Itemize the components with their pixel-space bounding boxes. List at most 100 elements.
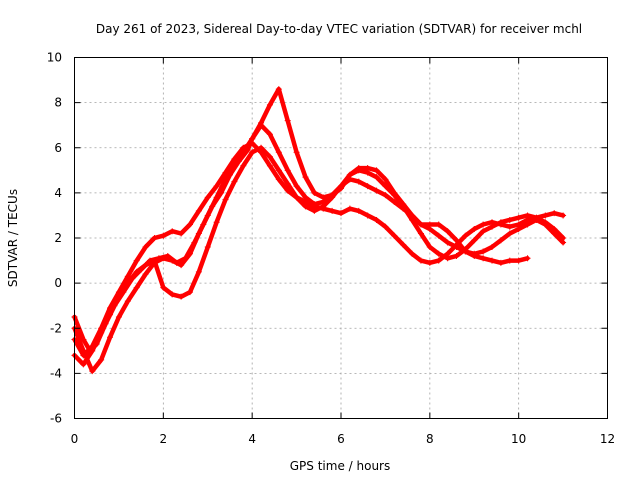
data-point <box>400 201 407 208</box>
data-point <box>506 216 513 223</box>
data-point <box>471 225 478 232</box>
data-point <box>160 284 167 291</box>
data-point <box>169 291 176 298</box>
data-point <box>355 165 362 172</box>
y-tick-label: -2 <box>50 321 62 335</box>
data-point <box>471 253 478 260</box>
data-point <box>275 149 282 156</box>
data-point <box>329 194 336 201</box>
axes: 0 2 4 6 8 10 12 -6 -4 -2 0 2 4 6 8 10 <box>47 51 615 447</box>
data-point <box>258 144 265 151</box>
data-point <box>515 257 522 264</box>
data-point <box>497 237 504 244</box>
data-point <box>133 268 140 275</box>
x-tick-label: 2 <box>160 432 168 446</box>
data-point <box>435 250 442 257</box>
data-point <box>169 257 176 264</box>
data-series <box>71 86 567 375</box>
data-point <box>444 250 451 257</box>
data-point <box>489 219 496 226</box>
data-point <box>133 257 140 264</box>
data-point <box>160 255 167 262</box>
data-point <box>373 216 380 223</box>
data-point <box>266 131 273 138</box>
data-point <box>80 352 87 359</box>
data-point <box>373 174 380 181</box>
data-point <box>240 162 247 169</box>
data-point <box>364 165 371 172</box>
data-point <box>231 156 238 163</box>
data-point <box>560 212 567 219</box>
x-tick-label: 6 <box>337 432 345 446</box>
data-point <box>373 187 380 194</box>
y-tick-label: 4 <box>54 186 62 200</box>
data-point <box>142 262 149 269</box>
data-point <box>213 194 220 201</box>
data-point <box>213 183 220 190</box>
data-point <box>80 361 87 368</box>
data-point <box>222 196 229 203</box>
data-point <box>186 221 193 228</box>
data-point <box>426 221 433 228</box>
data-point <box>249 149 256 156</box>
data-point <box>142 271 149 278</box>
grid-lines <box>74 57 608 419</box>
data-point <box>364 183 371 190</box>
data-point <box>222 169 229 176</box>
data-point <box>444 239 451 246</box>
x-axis-label: GPS time / hours <box>290 459 391 473</box>
data-point <box>373 167 380 174</box>
data-point <box>160 232 167 239</box>
data-point <box>204 212 211 219</box>
data-point <box>426 259 433 266</box>
data-point <box>133 284 140 291</box>
data-point <box>249 140 256 147</box>
data-point <box>409 212 416 219</box>
y-tick-label: -4 <box>50 366 62 380</box>
data-point <box>391 232 398 239</box>
data-point <box>462 232 469 239</box>
x-tick-label: 4 <box>248 432 256 446</box>
data-point <box>453 253 460 260</box>
data-point <box>417 257 424 264</box>
data-point <box>284 180 291 187</box>
data-point <box>142 244 149 251</box>
data-point <box>89 368 96 375</box>
data-point <box>151 235 158 241</box>
data-point <box>320 194 327 201</box>
data-point <box>293 194 300 201</box>
data-point <box>186 289 193 296</box>
data-point <box>426 244 433 251</box>
data-point <box>355 178 362 185</box>
data-point <box>471 237 478 244</box>
data-point <box>275 167 282 174</box>
data-point <box>240 144 247 151</box>
data-point <box>338 183 344 190</box>
data-point <box>302 174 309 181</box>
data-point <box>178 293 185 300</box>
data-point <box>489 244 496 251</box>
data-point <box>284 167 291 174</box>
y-tick-label: 6 <box>54 141 62 155</box>
data-point <box>515 221 522 228</box>
data-point <box>311 207 318 214</box>
data-point <box>98 329 105 336</box>
data-point <box>542 212 549 219</box>
data-point <box>107 311 114 318</box>
x-tick-label: 8 <box>426 432 434 446</box>
data-point <box>302 203 309 210</box>
data-point <box>231 178 238 185</box>
y-tick-label: 2 <box>54 231 62 245</box>
data-point <box>480 228 487 235</box>
series-line <box>72 145 530 367</box>
data-point <box>382 223 389 230</box>
x-tick-label: 12 <box>600 432 615 446</box>
data-point <box>497 259 504 266</box>
data-point <box>346 205 353 212</box>
chart-title: Day 261 of 2023, Sidereal Day-to-day VTE… <box>96 22 582 36</box>
data-point <box>195 230 202 237</box>
data-point <box>524 216 531 223</box>
data-point <box>115 313 122 320</box>
data-point <box>355 207 362 214</box>
